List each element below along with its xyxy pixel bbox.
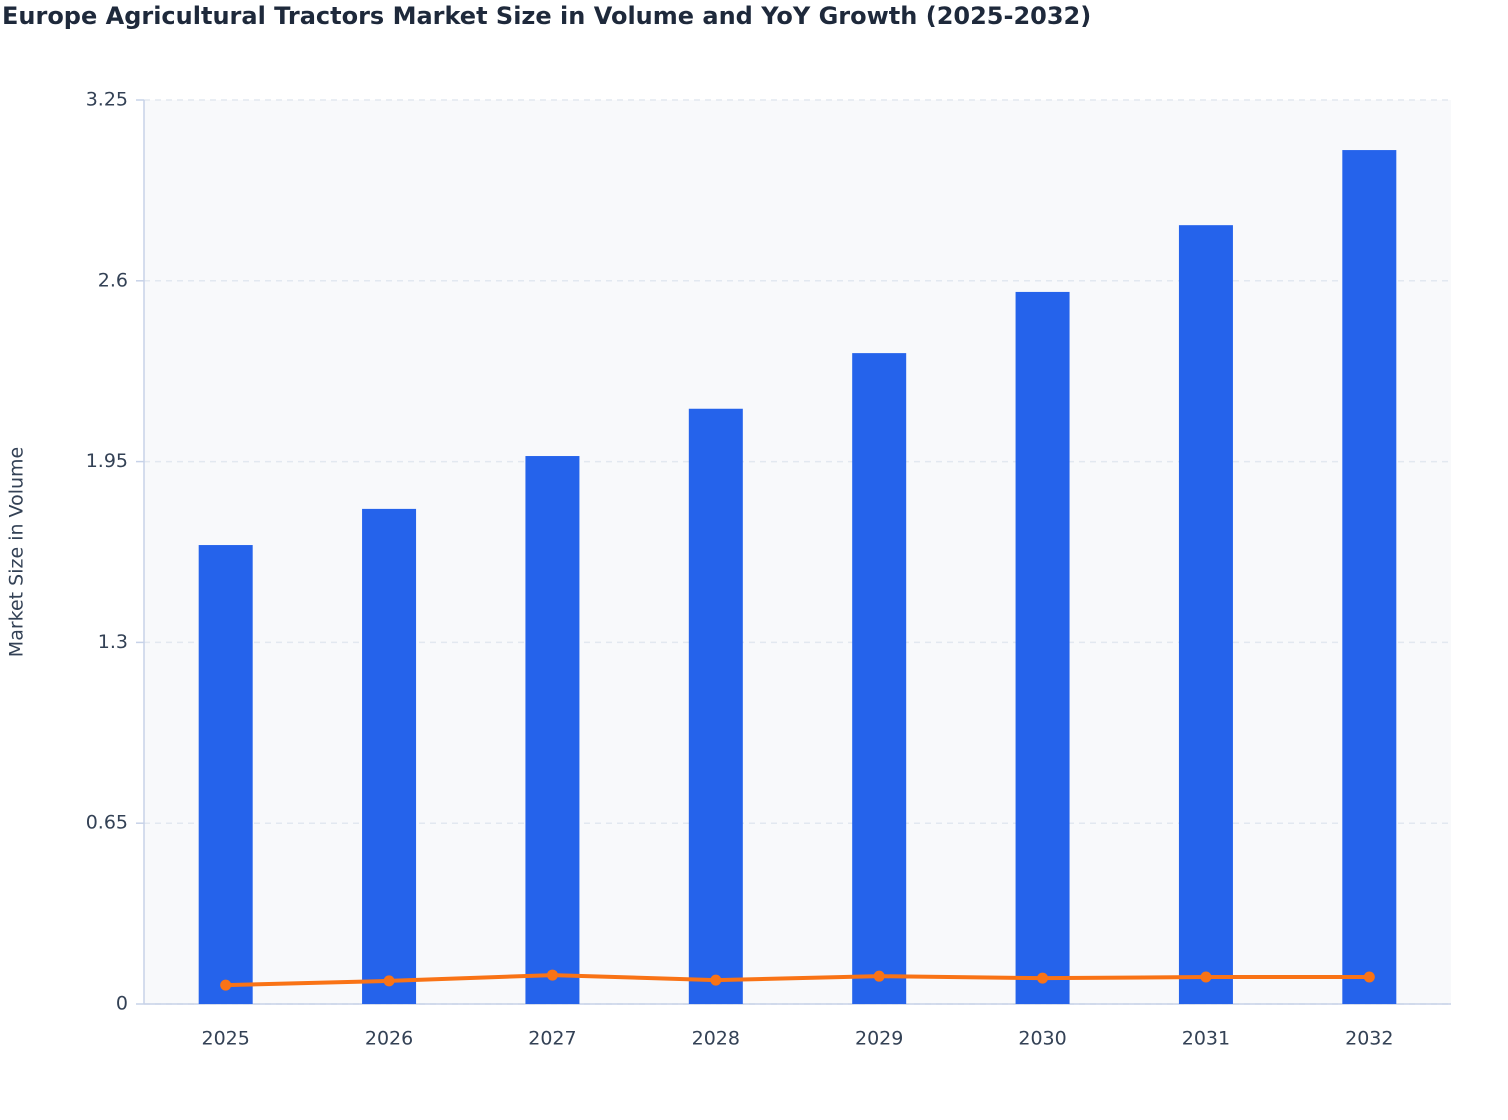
line-point (710, 974, 722, 986)
line-point (220, 979, 232, 991)
bar (198, 545, 253, 1004)
x-tick-label: 2030 (1018, 1028, 1066, 1050)
bar (1342, 150, 1397, 1004)
x-tick-label: 2028 (692, 1028, 740, 1050)
x-tick-label: 2026 (365, 1028, 413, 1050)
x-tick-label: 2027 (528, 1028, 576, 1050)
bar (688, 408, 743, 1005)
line-point (383, 975, 395, 987)
x-tick-label: 2032 (1345, 1028, 1393, 1050)
bar (1178, 225, 1233, 1004)
plot-area (144, 100, 1451, 1004)
chart-title: Europe Agricultural Tractors Market Size… (2, 2, 1091, 30)
line (225, 973, 1370, 988)
bar (1015, 291, 1070, 1004)
bar (852, 353, 907, 1004)
line-point (873, 970, 885, 982)
y-tick-label: 3.25 (86, 89, 128, 111)
bar (362, 508, 417, 1004)
x-tick-label: 2031 (1182, 1028, 1230, 1050)
line-point (546, 969, 558, 981)
bar (525, 456, 580, 1004)
y-axis-label: Market Size in Volume (6, 447, 28, 657)
y-tick-label: 1.3 (98, 631, 128, 653)
y-tick-label: 1.95 (86, 450, 128, 472)
line-point (1363, 971, 1375, 983)
y-tick-label: 0.65 (86, 812, 128, 834)
line-point (1200, 971, 1212, 983)
x-tick-label: 2025 (202, 1028, 250, 1050)
y-tick-label: 2.6 (98, 269, 128, 291)
line-point (1037, 972, 1049, 984)
y-tick-label: 0 (116, 993, 128, 1015)
x-tick-label: 2029 (855, 1028, 903, 1050)
